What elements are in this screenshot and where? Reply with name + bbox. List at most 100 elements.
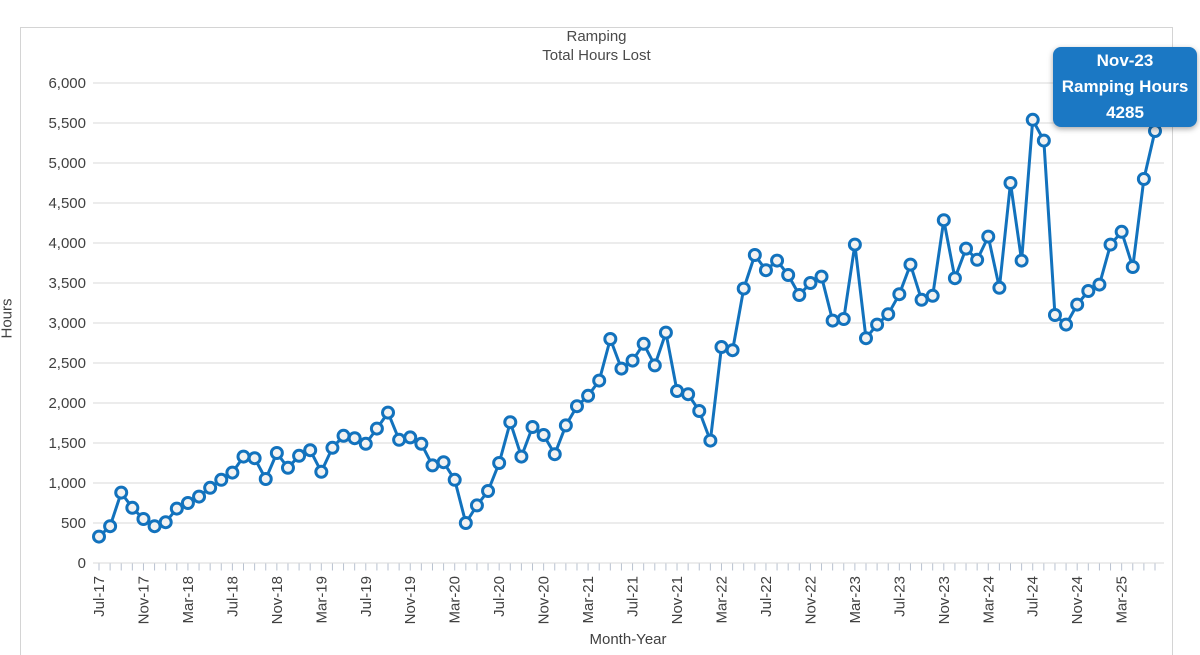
data-point-Jan-25[interactable] xyxy=(1092,277,1107,292)
data-point-Jun-24[interactable] xyxy=(1014,253,1029,268)
data-point-Sep-22[interactable] xyxy=(781,268,796,282)
data-point-Dec-21[interactable] xyxy=(681,387,696,402)
data-point-Sep-20[interactable] xyxy=(514,449,529,464)
data-point-Aug-22[interactable] xyxy=(770,253,785,268)
data-point-Nov-18[interactable] xyxy=(269,446,284,460)
data-point-Mar-22[interactable] xyxy=(714,340,729,354)
data-point-May-22[interactable] xyxy=(736,281,751,296)
data-point-Apr-25[interactable] xyxy=(1125,260,1140,274)
data-point-May-25[interactable] xyxy=(1136,172,1151,186)
data-point-Feb-25[interactable] xyxy=(1103,237,1118,252)
data-point-Jun-18[interactable] xyxy=(214,472,229,487)
data-point-Sep-24[interactable] xyxy=(1047,308,1062,322)
data-point-Mar-20[interactable] xyxy=(447,472,462,487)
data-point-Aug-18[interactable] xyxy=(236,449,251,464)
data-point-Nov-24[interactable] xyxy=(1070,297,1085,312)
data-point-Dec-22[interactable] xyxy=(814,269,829,284)
data-point-Feb-21[interactable] xyxy=(569,399,584,414)
data-point-Nov-20[interactable] xyxy=(536,428,551,442)
data-point-Dec-20[interactable] xyxy=(547,447,562,462)
data-point-Mar-21[interactable] xyxy=(581,388,596,403)
data-point-Feb-22[interactable] xyxy=(703,433,718,448)
data-point-Apr-19[interactable] xyxy=(325,440,340,455)
data-point-Jul-22[interactable] xyxy=(758,263,773,278)
data-point-Feb-19[interactable] xyxy=(303,443,318,458)
data-point-Dec-17[interactable] xyxy=(147,519,162,534)
data-point-May-23[interactable] xyxy=(870,317,885,332)
data-point-Jun-19[interactable] xyxy=(347,431,362,446)
chart-panel xyxy=(20,27,1173,655)
data-point-Jul-21[interactable] xyxy=(625,353,640,368)
data-point-Feb-24[interactable] xyxy=(970,252,985,267)
data-point-May-19[interactable] xyxy=(336,428,351,443)
data-point-Oct-21[interactable] xyxy=(658,325,673,340)
data-point-Aug-24[interactable] xyxy=(1036,133,1051,148)
data-point-Jul-20[interactable] xyxy=(492,456,507,470)
data-point-Jun-21[interactable] xyxy=(614,361,629,376)
data-point-Mar-18[interactable] xyxy=(180,496,195,510)
data-point-Mar-24[interactable] xyxy=(981,229,996,244)
data-point-Feb-23[interactable] xyxy=(836,312,851,326)
data-point-May-18[interactable] xyxy=(203,480,218,495)
data-point-May-21[interactable] xyxy=(603,332,618,346)
data-point-Jul-19[interactable] xyxy=(358,436,373,451)
data-point-Jan-23[interactable] xyxy=(825,313,840,328)
data-point-Nov-23[interactable] xyxy=(936,213,951,228)
data-point-Jun-23[interactable] xyxy=(881,307,896,322)
data-point-Jun-25[interactable] xyxy=(1148,124,1162,138)
data-point-Dec-24[interactable] xyxy=(1081,284,1096,298)
data-point-Jan-24[interactable] xyxy=(959,241,974,256)
data-point-Jan-19[interactable] xyxy=(292,448,307,463)
data-point-Jan-20[interactable] xyxy=(425,458,440,473)
data-point-Nov-21[interactable] xyxy=(670,384,685,398)
data-point-Aug-23[interactable] xyxy=(903,257,918,272)
data-point-Oct-19[interactable] xyxy=(392,432,407,447)
data-point-Sep-23[interactable] xyxy=(914,292,929,307)
data-point-Apr-24[interactable] xyxy=(992,280,1007,295)
data-point-Aug-20[interactable] xyxy=(503,415,518,430)
data-point-Apr-20[interactable] xyxy=(458,516,473,530)
data-point-Jun-20[interactable] xyxy=(481,484,496,498)
data-point-Sep-21[interactable] xyxy=(647,358,662,373)
data-point-Sep-19[interactable] xyxy=(381,405,396,420)
data-point-Mar-23[interactable] xyxy=(847,237,862,252)
data-point-Dec-23[interactable] xyxy=(947,271,962,286)
data-point-Jun-22[interactable] xyxy=(747,248,762,262)
data-point-Sep-17[interactable] xyxy=(114,485,129,500)
data-point-Jan-18[interactable] xyxy=(158,515,173,530)
data-point-Dec-18[interactable] xyxy=(280,460,295,475)
data-point-Oct-24[interactable] xyxy=(1059,317,1074,332)
x-tick-label: Nov-22 xyxy=(802,576,819,624)
data-point-Nov-19[interactable] xyxy=(403,430,418,445)
data-point-May-24[interactable] xyxy=(1003,176,1018,190)
data-point-Oct-20[interactable] xyxy=(525,420,540,434)
tooltip: Nov-23 Ramping Hours 4285 xyxy=(1053,47,1197,127)
data-point-Jul-24[interactable] xyxy=(1025,112,1040,127)
data-point-Apr-22[interactable] xyxy=(725,343,740,358)
data-point-Oct-23[interactable] xyxy=(925,288,940,303)
data-point-Dec-19[interactable] xyxy=(414,436,429,451)
data-point-Oct-18[interactable] xyxy=(258,472,273,486)
data-point-Aug-17[interactable] xyxy=(103,519,118,534)
data-point-Jul-23[interactable] xyxy=(892,287,907,302)
data-point-Jan-22[interactable] xyxy=(692,404,707,418)
data-point-Feb-18[interactable] xyxy=(169,501,184,516)
data-point-Oct-17[interactable] xyxy=(125,500,140,515)
data-point-Apr-21[interactable] xyxy=(592,373,607,388)
data-point-Feb-20[interactable] xyxy=(436,455,451,470)
data-point-Nov-22[interactable] xyxy=(803,276,818,290)
data-point-Nov-17[interactable] xyxy=(136,512,151,526)
data-point-Oct-22[interactable] xyxy=(792,288,807,302)
data-point-Apr-23[interactable] xyxy=(858,331,873,346)
data-point-Jul-18[interactable] xyxy=(225,465,240,480)
data-point-Sep-18[interactable] xyxy=(247,451,262,466)
data-point-Apr-18[interactable] xyxy=(192,489,207,504)
data-point-Jul-17[interactable] xyxy=(92,529,106,544)
data-point-Aug-21[interactable] xyxy=(636,336,651,351)
data-point-May-20[interactable] xyxy=(469,498,484,513)
data-point-Jan-21[interactable] xyxy=(558,418,573,433)
data-point-Mar-19[interactable] xyxy=(314,464,329,479)
y-tick-label: 3,500 xyxy=(48,275,86,292)
data-point-Mar-25[interactable] xyxy=(1114,224,1129,239)
data-point-Aug-19[interactable] xyxy=(369,421,384,436)
